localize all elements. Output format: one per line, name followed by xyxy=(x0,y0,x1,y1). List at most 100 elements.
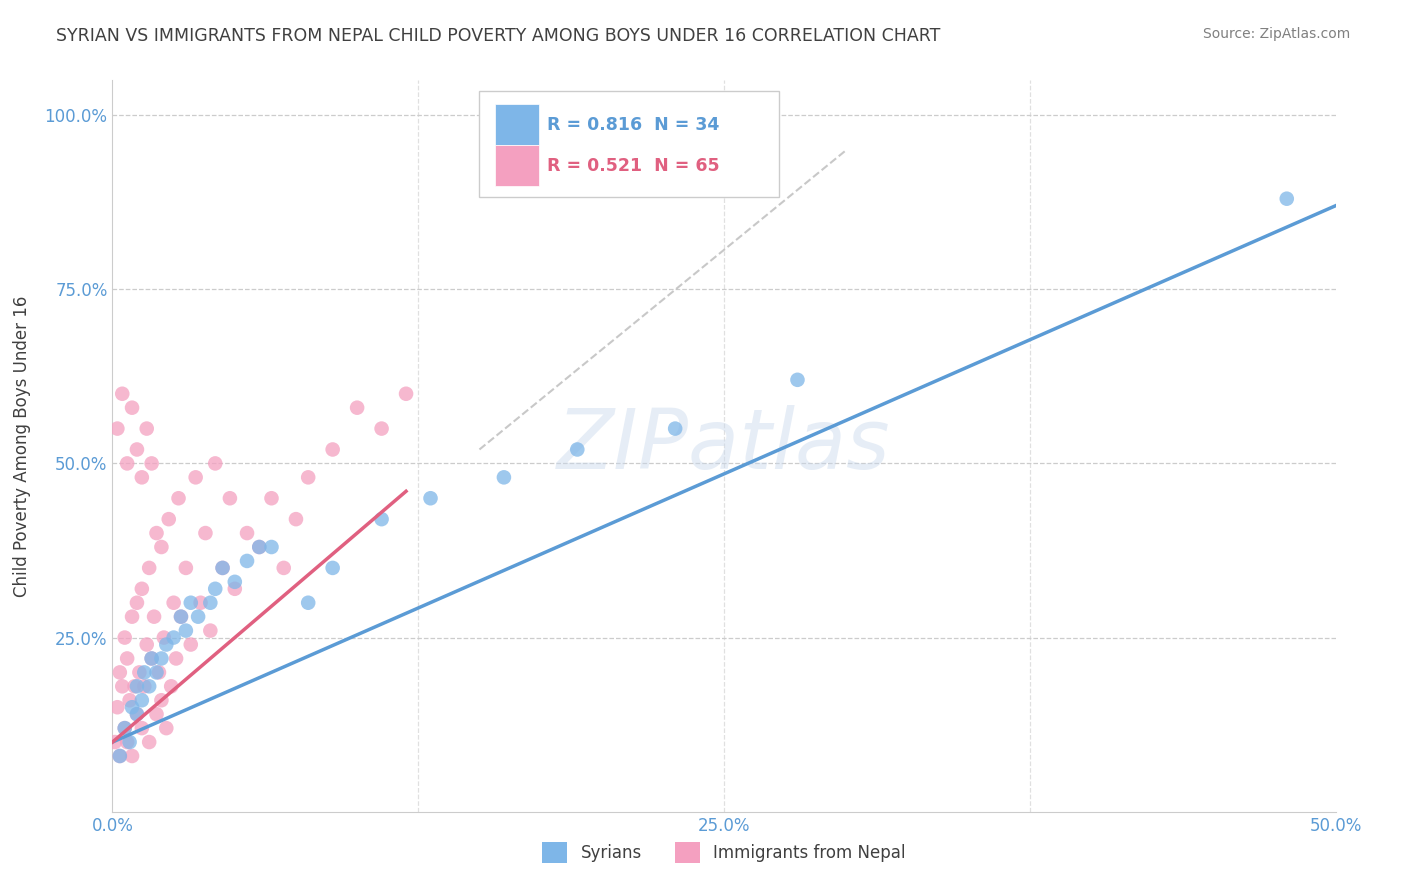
Point xyxy=(165,651,187,665)
Point xyxy=(247,540,270,554)
Point xyxy=(141,651,163,665)
Point xyxy=(419,491,441,506)
Point xyxy=(322,442,344,457)
Point xyxy=(153,631,176,645)
Point xyxy=(297,470,319,484)
Point xyxy=(135,638,157,652)
Point xyxy=(111,386,134,401)
Point xyxy=(155,721,177,735)
Point xyxy=(121,609,143,624)
Point xyxy=(492,470,515,484)
Point xyxy=(128,665,150,680)
Point xyxy=(200,596,222,610)
Point xyxy=(108,749,131,764)
Legend: Syrians, Immigrants from Nepal: Syrians, Immigrants from Nepal xyxy=(536,836,912,869)
Point xyxy=(145,665,167,680)
Point xyxy=(125,596,148,610)
Point xyxy=(170,609,193,624)
Point xyxy=(370,512,392,526)
Point xyxy=(115,651,138,665)
Point xyxy=(163,631,186,645)
Point xyxy=(155,638,177,652)
Point xyxy=(211,561,233,575)
FancyBboxPatch shape xyxy=(495,104,540,145)
Text: Source: ZipAtlas.com: Source: ZipAtlas.com xyxy=(1202,27,1350,41)
Point xyxy=(1275,192,1298,206)
Point xyxy=(150,693,173,707)
Text: R = 0.816  N = 34: R = 0.816 N = 34 xyxy=(547,116,718,134)
Point xyxy=(786,373,808,387)
Point xyxy=(135,421,157,435)
Text: ZIPatlas: ZIPatlas xyxy=(557,406,891,486)
Point xyxy=(131,721,153,735)
Point xyxy=(141,651,163,665)
Point xyxy=(370,421,392,435)
Point xyxy=(180,638,202,652)
Point xyxy=(121,749,143,764)
Point xyxy=(124,679,146,693)
Point xyxy=(395,386,418,401)
Point xyxy=(322,561,344,575)
Point xyxy=(200,624,222,638)
Point xyxy=(194,526,217,541)
Point xyxy=(125,707,148,722)
Point xyxy=(204,457,226,471)
Point xyxy=(108,665,131,680)
Point xyxy=(125,679,148,693)
Point xyxy=(260,540,283,554)
Point xyxy=(131,582,153,596)
Point xyxy=(187,609,209,624)
Point xyxy=(114,721,136,735)
Point xyxy=(134,665,156,680)
Point xyxy=(141,457,163,471)
Point xyxy=(118,735,141,749)
Point xyxy=(247,540,270,554)
Point xyxy=(160,679,183,693)
Point xyxy=(236,554,259,568)
Point xyxy=(236,526,259,541)
Point xyxy=(273,561,295,575)
Point xyxy=(150,651,173,665)
Y-axis label: Child Poverty Among Boys Under 16: Child Poverty Among Boys Under 16 xyxy=(13,295,31,597)
Point xyxy=(121,700,143,714)
Point xyxy=(118,693,141,707)
Point xyxy=(224,582,246,596)
Point xyxy=(224,574,246,589)
Point xyxy=(184,470,207,484)
Point xyxy=(115,735,138,749)
Point xyxy=(204,582,226,596)
Point xyxy=(167,491,190,506)
Point xyxy=(138,561,160,575)
Point xyxy=(190,596,212,610)
Point xyxy=(108,749,131,764)
Point xyxy=(138,735,160,749)
Point xyxy=(114,721,136,735)
Point xyxy=(163,596,186,610)
Point xyxy=(284,512,308,526)
Point xyxy=(567,442,589,457)
Point xyxy=(105,700,128,714)
Point xyxy=(297,596,319,610)
Text: R = 0.521  N = 65: R = 0.521 N = 65 xyxy=(547,157,720,175)
Point xyxy=(125,442,148,457)
Point xyxy=(219,491,242,506)
FancyBboxPatch shape xyxy=(495,145,540,186)
FancyBboxPatch shape xyxy=(479,91,779,197)
Point xyxy=(180,596,202,610)
Point xyxy=(145,526,167,541)
Point xyxy=(111,679,134,693)
Text: SYRIAN VS IMMIGRANTS FROM NEPAL CHILD POVERTY AMONG BOYS UNDER 16 CORRELATION CH: SYRIAN VS IMMIGRANTS FROM NEPAL CHILD PO… xyxy=(56,27,941,45)
Point xyxy=(115,457,138,471)
Point xyxy=(104,735,127,749)
Point xyxy=(138,679,160,693)
Point xyxy=(125,707,148,722)
Point xyxy=(260,491,283,506)
Point xyxy=(174,561,197,575)
Point xyxy=(143,609,166,624)
Point xyxy=(211,561,233,575)
Point xyxy=(346,401,368,415)
Point xyxy=(170,609,193,624)
Point xyxy=(148,665,170,680)
Point xyxy=(157,512,180,526)
Point xyxy=(131,693,153,707)
